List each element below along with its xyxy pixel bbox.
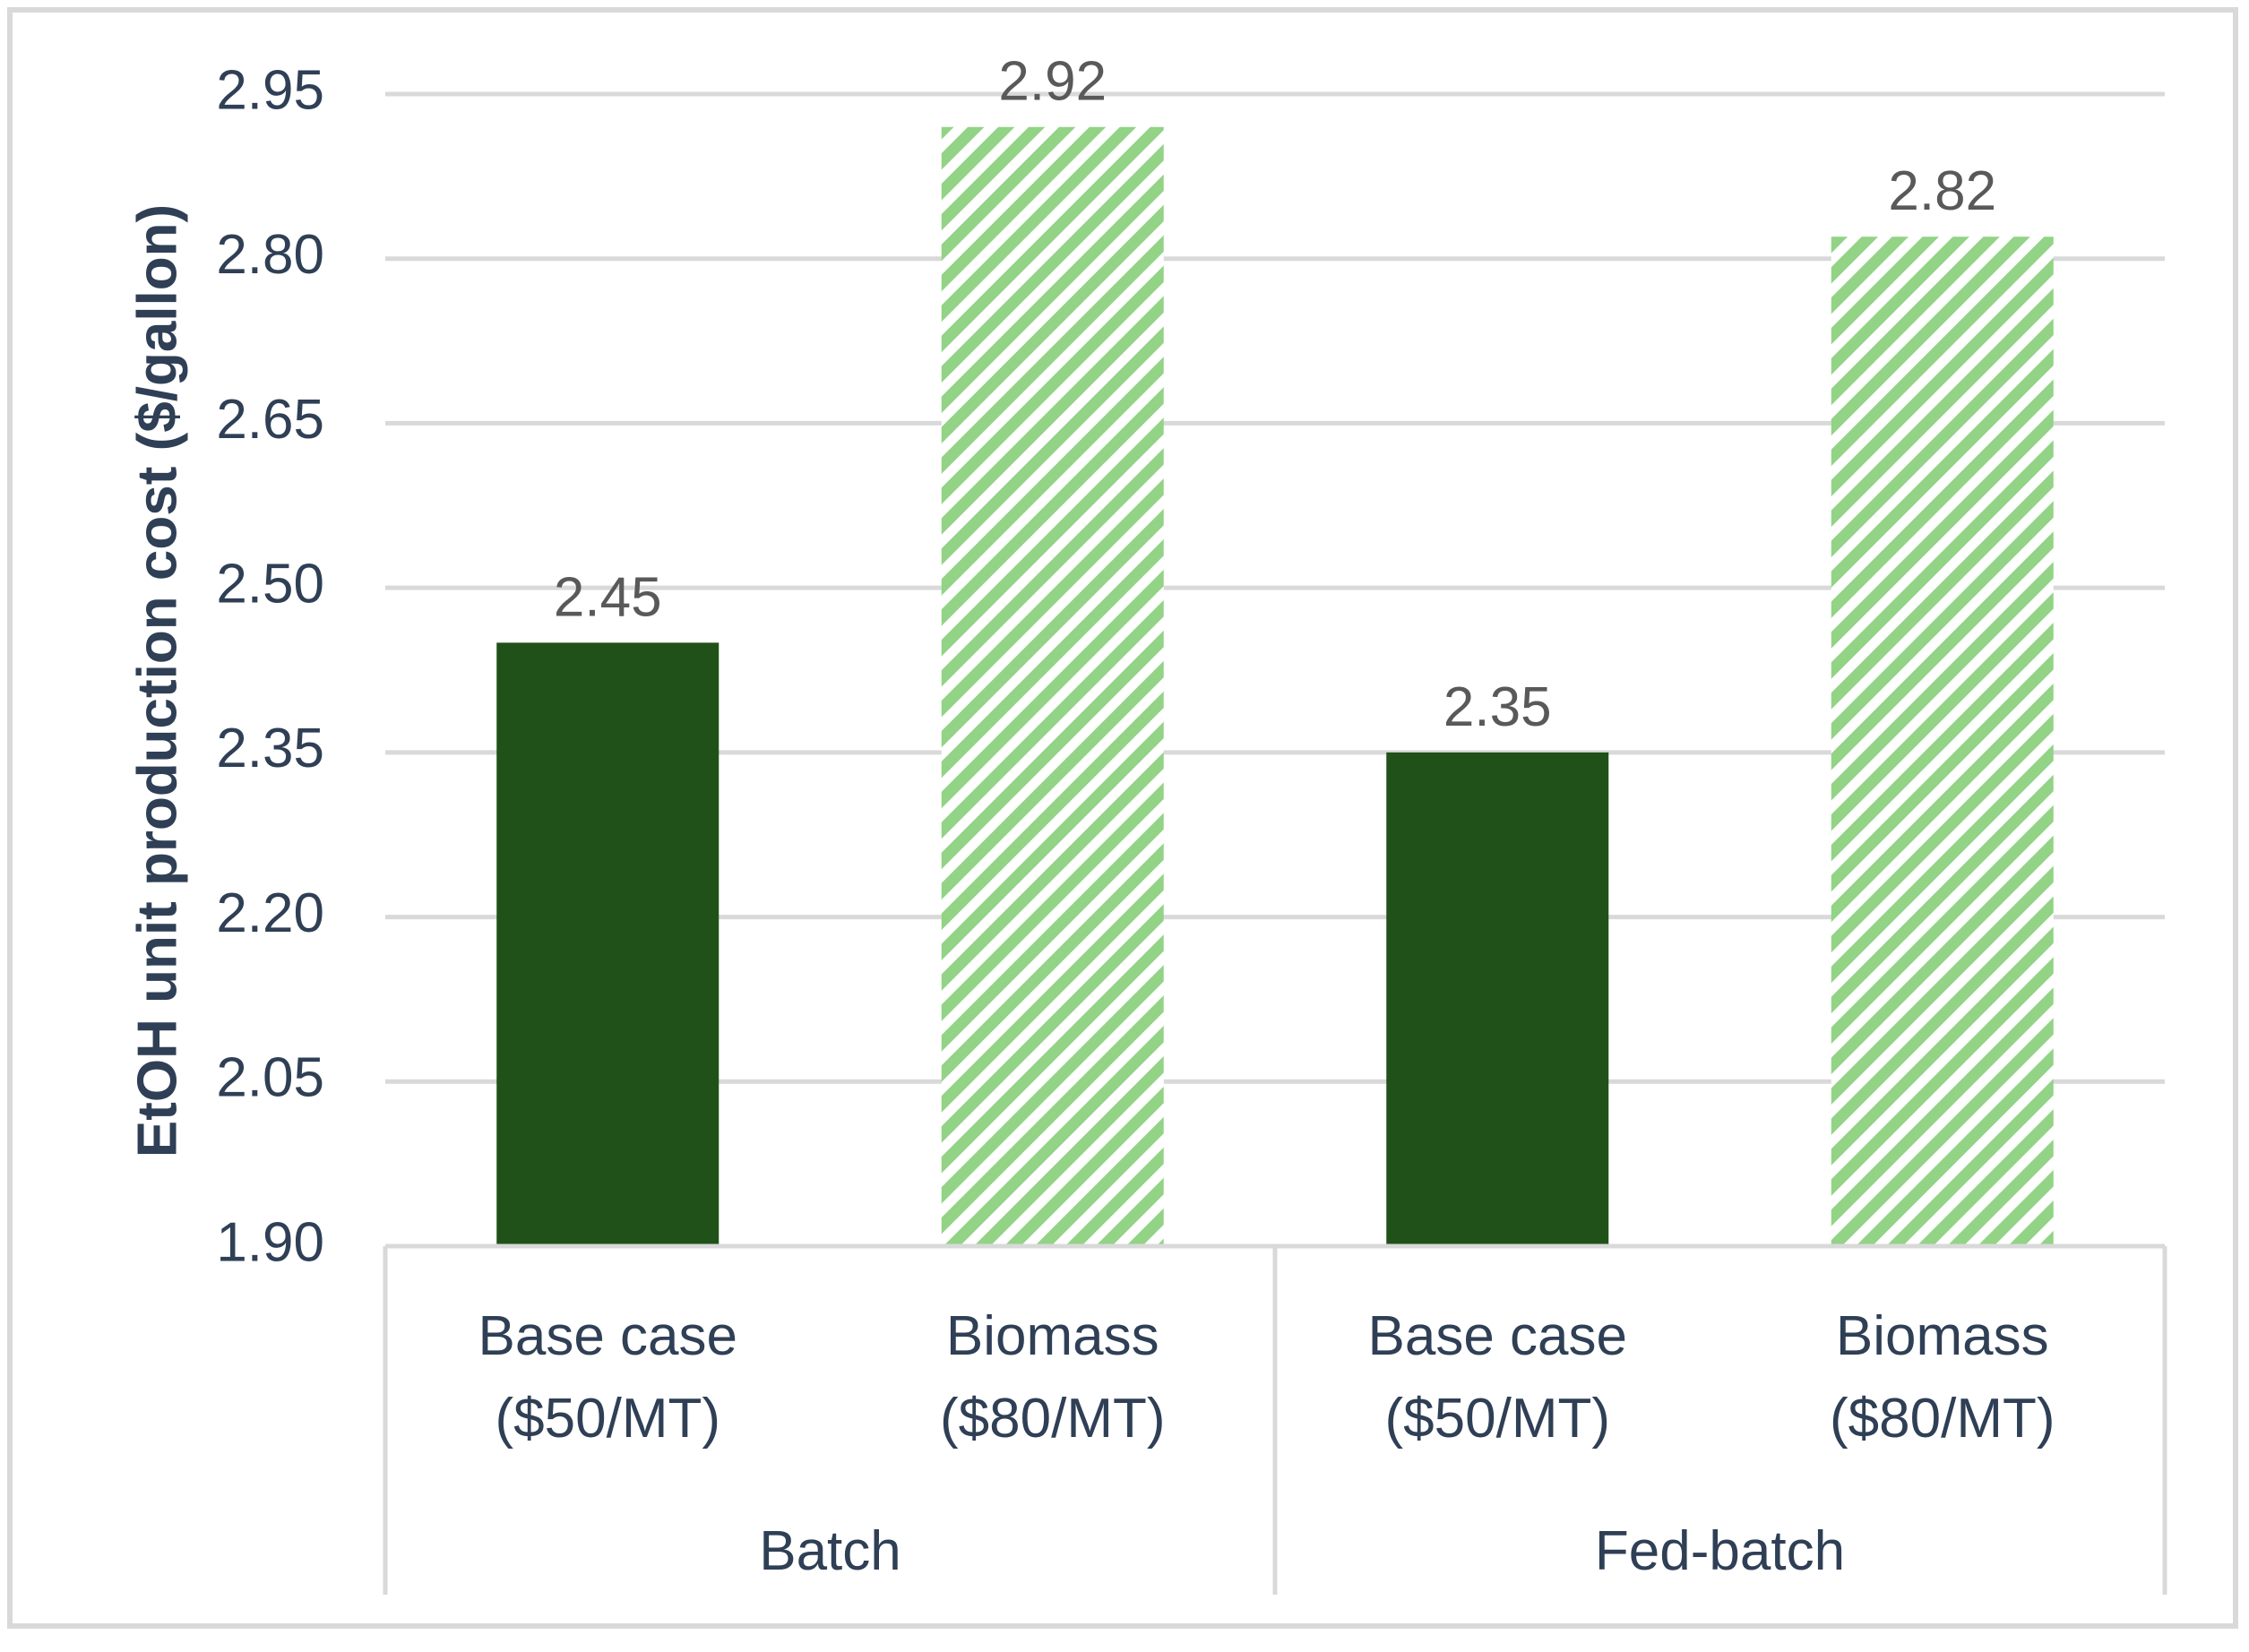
category-axis <box>383 1243 2167 1595</box>
bars <box>496 126 2054 1247</box>
category-label-line1: Biomass <box>946 1305 1159 1367</box>
y-tick-label: 1.90 <box>216 1211 324 1273</box>
data-label: 2.45 <box>554 566 662 628</box>
category-label-line2: ($50/MT) <box>495 1388 720 1450</box>
data-label: 2.35 <box>1443 676 1552 738</box>
data-label: 2.82 <box>1888 160 1996 222</box>
y-tick-label: 2.20 <box>216 882 324 944</box>
bar-fed-batch-2 <box>1831 237 2054 1247</box>
category-label-line2: ($50/MT) <box>1385 1388 1610 1450</box>
category-labels: Base case ($50/MT) Biomass ($80/MT) Batch Bas… <box>478 1305 2055 1582</box>
data-labels: 2.45 2.92 2.35 2.82 <box>554 51 1996 738</box>
bar-fed-batch-1 <box>1386 752 1609 1246</box>
y-tick-labels: 1.90 2.05 2.20 2.35 2.50 2.65 2.80 2.95 <box>216 59 324 1273</box>
y-axis-title: EtOH unit production cost ($/gallon) <box>126 204 188 1157</box>
group-label: Batch <box>759 1520 901 1582</box>
data-label: 2.92 <box>998 51 1107 113</box>
category-label-line2: ($80/MT) <box>1830 1388 2055 1450</box>
bar-batch-1 <box>496 642 720 1246</box>
category-label-line1: Biomass <box>1836 1305 2049 1367</box>
category-label-line1: Base case <box>1367 1305 1627 1367</box>
category-label-line1: Base case <box>478 1305 737 1367</box>
group-label: Fed-batch <box>1595 1520 1845 1582</box>
category-label-line2: ($80/MT) <box>940 1388 1165 1450</box>
bar-batch-2 <box>941 126 1164 1246</box>
y-tick-label: 2.95 <box>216 59 324 121</box>
y-tick-label: 2.65 <box>216 389 324 451</box>
y-tick-label: 2.05 <box>216 1047 324 1109</box>
y-tick-label: 2.50 <box>216 554 324 615</box>
y-tick-label: 2.35 <box>216 718 324 779</box>
y-tick-label: 2.80 <box>216 224 324 286</box>
